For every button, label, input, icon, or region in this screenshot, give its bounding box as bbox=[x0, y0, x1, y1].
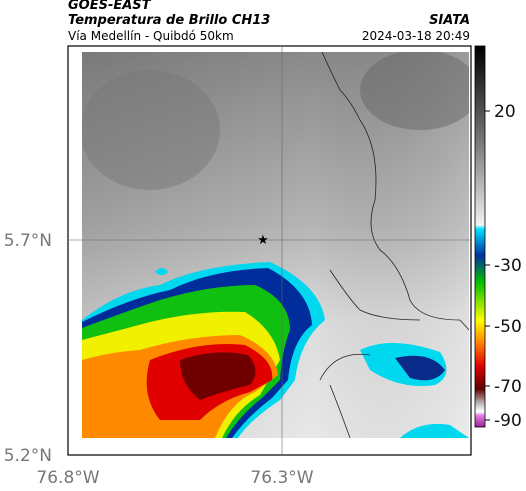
lon-label: 76.3°W bbox=[250, 468, 313, 488]
colorbar-label: -70 bbox=[494, 377, 522, 397]
satellite-image bbox=[82, 52, 469, 438]
timestamp: 2024-03-18 20:49 bbox=[362, 29, 470, 43]
colorbar bbox=[474, 45, 486, 428]
colorbar-label: 20 bbox=[494, 102, 516, 122]
source: GOES-EAST bbox=[68, 0, 152, 13]
colorbar-label: -90 bbox=[494, 411, 522, 431]
lat-label: 5.2°N bbox=[4, 446, 52, 466]
colorbar-label: -30 bbox=[494, 256, 522, 276]
title: Temperatura de Brillo CH13 bbox=[68, 13, 270, 28]
colorbar-label: -50 bbox=[494, 317, 522, 337]
lat-label: 5.7°N bbox=[4, 231, 52, 251]
agency: SIATA bbox=[429, 13, 470, 28]
location-marker: ★ bbox=[257, 233, 269, 248]
lon-label: 76.8°W bbox=[36, 468, 99, 488]
subtitle: Vía Medellín - Quibdó 50km bbox=[68, 29, 234, 43]
